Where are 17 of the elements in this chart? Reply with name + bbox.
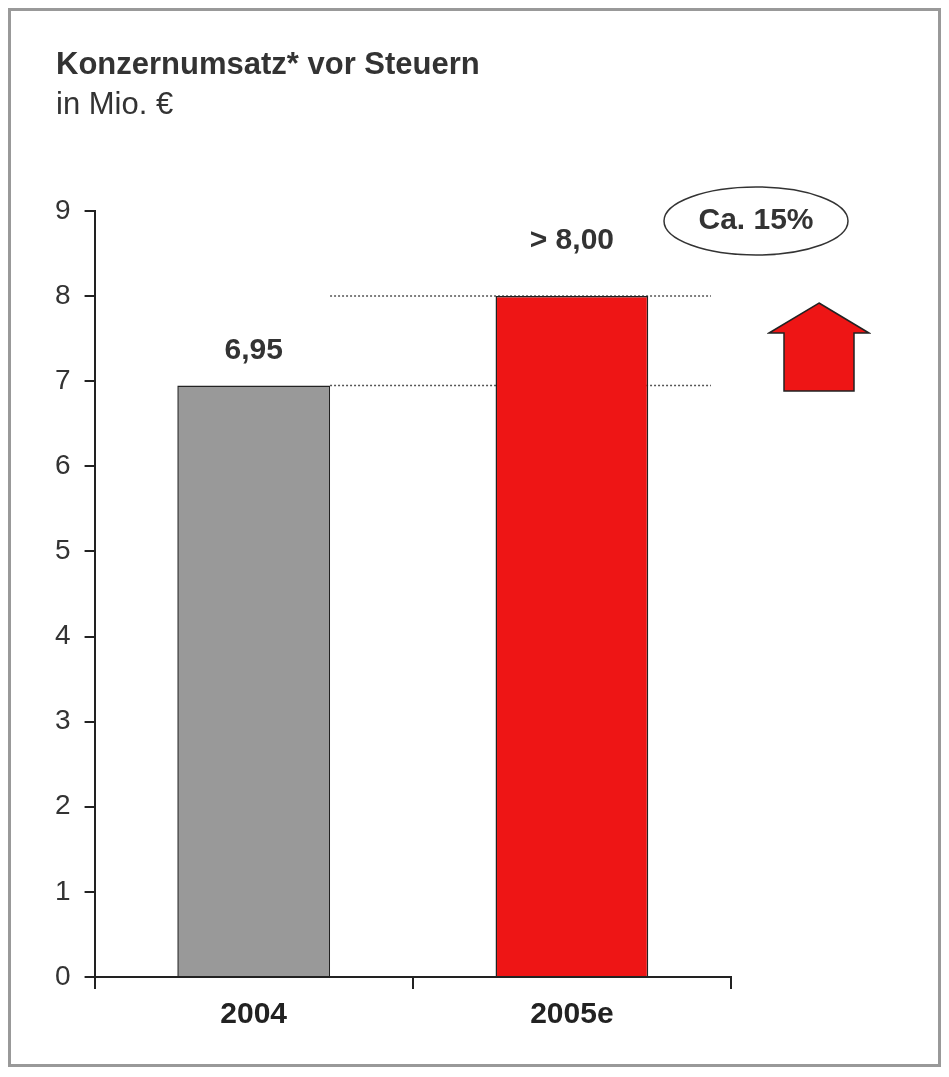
annotation: Ca. 15%	[698, 202, 814, 236]
y-tick-label: 4	[54, 619, 71, 651]
chart-subtitle: in Mio. €	[56, 86, 174, 122]
x-tick-label: 2005e	[530, 996, 614, 1030]
y-tick-label: 7	[54, 363, 71, 395]
x-tick-label: 2004	[220, 996, 288, 1030]
y-tick-label: 6	[54, 449, 71, 481]
y-tick-label: 9	[54, 193, 71, 225]
chart-title: Konzernumsatz* vor Steuern	[56, 46, 480, 82]
y-tick-label: 8	[54, 278, 71, 310]
y-tick-label: 0	[54, 959, 71, 991]
y-tick-label: 3	[54, 704, 71, 736]
y-tick-label: 2	[54, 789, 71, 821]
y-tick-label: 1	[54, 874, 71, 906]
y-tick-label: 5	[54, 534, 71, 566]
data-label: > 8,00	[529, 222, 615, 256]
data-label: 6,95	[224, 331, 283, 365]
